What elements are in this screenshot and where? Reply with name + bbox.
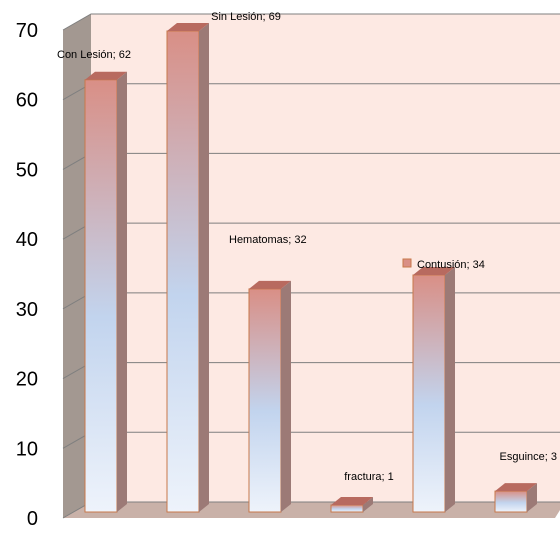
bar-front <box>166 30 200 513</box>
bar-top <box>331 497 373 506</box>
bar-side <box>527 483 537 512</box>
back-wall <box>91 14 560 502</box>
data-label: fractura; 1 <box>344 471 394 483</box>
y-tick-label: 10 <box>16 438 38 460</box>
bar-side <box>281 280 291 512</box>
bar-top <box>85 71 127 80</box>
bar-front <box>84 79 118 513</box>
y-tick-label: 60 <box>16 90 38 112</box>
bar-top <box>413 266 455 275</box>
legend-key-marker <box>402 258 412 268</box>
data-labels: Con Lesión; 62 Sin Lesión; 69 Hematomas; 3… <box>57 11 557 483</box>
y-tick-label: 50 <box>16 159 38 181</box>
bars <box>84 22 537 513</box>
y-tick-label: 40 <box>16 229 38 251</box>
bar-front <box>494 490 528 513</box>
bar-side <box>363 497 373 512</box>
bar-front <box>330 504 364 513</box>
bar-front <box>412 274 446 513</box>
bar-side <box>117 71 127 513</box>
data-label: Hematomas; 32 <box>229 234 307 246</box>
bar-top <box>167 22 209 31</box>
y-tick-label: 20 <box>16 369 38 391</box>
y-axis-ticks: 0 10 20 30 40 50 60 70 <box>16 20 38 530</box>
bar-top <box>495 483 537 492</box>
data-label: Sin Lesión; 69 <box>211 11 281 23</box>
bar-side <box>445 266 455 512</box>
bar-front <box>248 288 282 513</box>
y-tick-label: 0 <box>27 508 38 528</box>
data-label: Con Lesión; 62 <box>57 49 131 61</box>
data-label: Esguince; 3 <box>500 451 557 463</box>
y-tick-label: 30 <box>16 299 38 321</box>
floor <box>63 502 560 518</box>
bar-top <box>249 280 291 289</box>
bar-side <box>199 22 209 512</box>
data-label: Contusión; 34 <box>417 259 485 271</box>
gridline <box>62 13 560 31</box>
y-tick-label: 70 <box>16 20 38 42</box>
side-wall <box>63 14 91 518</box>
